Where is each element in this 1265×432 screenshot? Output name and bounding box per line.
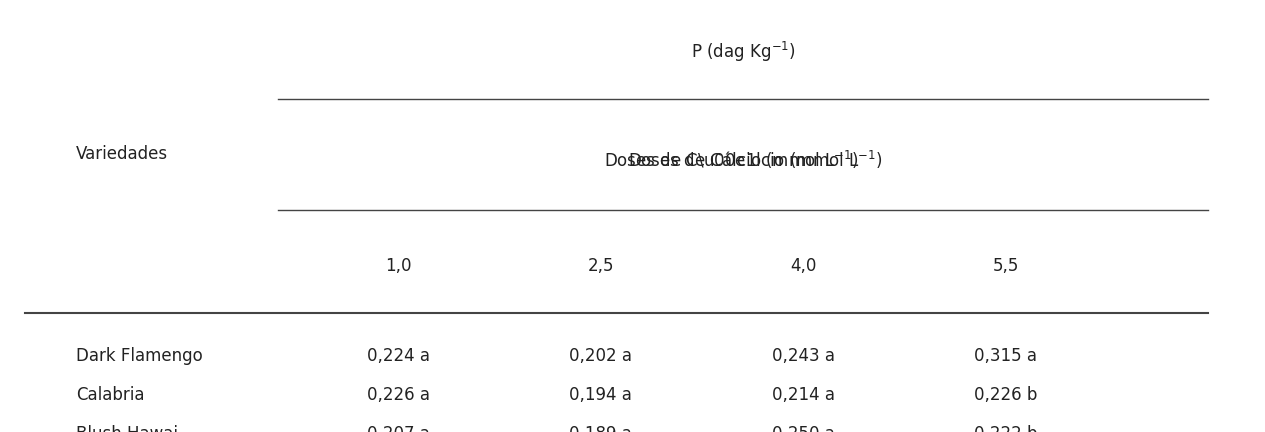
Text: 0,207 a: 0,207 a [367, 425, 430, 432]
Text: 0,250 a: 0,250 a [772, 425, 835, 432]
Text: Dark Flamengo: Dark Flamengo [76, 347, 202, 365]
Text: 4,0: 4,0 [791, 257, 816, 275]
Text: 0,315 a: 0,315 a [974, 347, 1037, 365]
Text: P (dag Kg$^{-1}$): P (dag Kg$^{-1}$) [691, 40, 796, 64]
Text: Calabria: Calabria [76, 386, 144, 404]
Text: 5,5: 5,5 [993, 257, 1018, 275]
Text: Doses de C\u00e1lcio (mmol L$^{-1}$): Doses de C\u00e1lcio (mmol L$^{-1}$) [603, 149, 883, 171]
Text: Variedades: Variedades [76, 146, 168, 163]
Text: 0,222 b: 0,222 b [974, 425, 1037, 432]
Text: Doses de Cálcio (mmol L$^{-1}$): Doses de Cálcio (mmol L$^{-1}$) [627, 149, 859, 171]
Text: 0,214 a: 0,214 a [772, 386, 835, 404]
Text: 0,194 a: 0,194 a [569, 386, 632, 404]
Text: 0,243 a: 0,243 a [772, 347, 835, 365]
Text: 1,0: 1,0 [386, 257, 411, 275]
Text: 0,226 a: 0,226 a [367, 386, 430, 404]
Text: 2,5: 2,5 [588, 257, 614, 275]
Text: 0,226 b: 0,226 b [974, 386, 1037, 404]
Text: 0,189 a: 0,189 a [569, 425, 632, 432]
Text: Blush Hawai: Blush Hawai [76, 425, 178, 432]
Text: 0,224 a: 0,224 a [367, 347, 430, 365]
Text: 0,202 a: 0,202 a [569, 347, 632, 365]
